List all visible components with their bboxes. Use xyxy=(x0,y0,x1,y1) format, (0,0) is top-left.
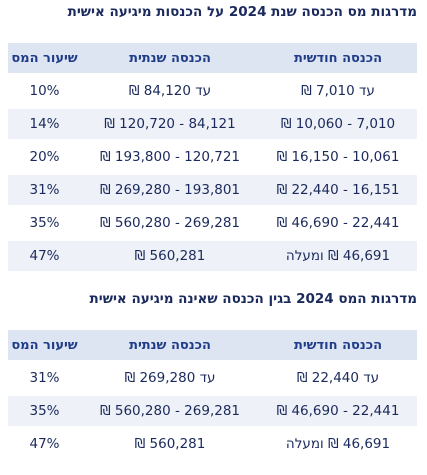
table-row: 46,691 ₪ ומעלה 560,281 ₪ 47% xyxy=(8,241,417,271)
table-row: 10,061 - 16,150 ₪ 120,721 - 193,800 ₪ 20… xyxy=(8,142,417,172)
cell-annual-income: 560,281 ₪ xyxy=(81,429,259,459)
cell-tax-rate: 31% xyxy=(8,175,81,205)
cell-annual-income: 269,281 - 560,280 ₪ xyxy=(81,396,259,426)
tax-brackets-table-non-personal: הכנסה חודשית הכנסה שנתית שיעור המס עד 22… xyxy=(8,327,417,462)
cell-tax-rate: 47% xyxy=(8,241,81,271)
table-header-row: הכנסה חודשית הכנסה שנתית שיעור המס xyxy=(8,330,417,360)
cell-tax-rate: 35% xyxy=(8,396,81,426)
cell-tax-rate: 31% xyxy=(8,363,81,393)
cell-annual-income: 560,281 ₪ xyxy=(81,241,259,271)
cell-monthly-income: 22,441 - 46,690 ₪ xyxy=(259,396,417,426)
header-annual-income: הכנסה שנתית xyxy=(81,330,259,360)
table-row: עד 7,010 ₪ עד 84,120 ₪ 10% xyxy=(8,76,417,106)
cell-monthly-income: 22,441 - 46,690 ₪ xyxy=(259,208,417,238)
cell-monthly-income: 46,691 ₪ ומעלה xyxy=(259,241,417,271)
header-tax-rate: שיעור המס xyxy=(8,43,81,73)
section-title-non-personal-income: מדרגות המס 2024 בגין הכנסה שאינה מיגיעה … xyxy=(89,291,417,307)
cell-annual-income: 84,121 - 120,720 ₪ xyxy=(81,109,259,139)
cell-tax-rate: 10% xyxy=(8,76,81,106)
cell-annual-income: עד 84,120 ₪ xyxy=(81,76,259,106)
header-tax-rate: שיעור המס xyxy=(8,330,81,360)
table-row: 16,151 - 22,440 ₪ 193,801 - 269,280 ₪ 31… xyxy=(8,175,417,205)
table-row: עד 22,440 ₪ עד 269,280 ₪ 31% xyxy=(8,363,417,393)
cell-monthly-income: 16,151 - 22,440 ₪ xyxy=(259,175,417,205)
section-title-personal-income: מדרגות מס הכנסה שנת 2024 על הכנסות מיגיע… xyxy=(67,4,417,20)
header-monthly-income: הכנסה חודשית xyxy=(259,43,417,73)
cell-monthly-income: 46,691 ₪ ומעלה xyxy=(259,429,417,459)
table-row: 46,691 ₪ ומעלה 560,281 ₪ 47% xyxy=(8,429,417,459)
cell-monthly-income: עד 7,010 ₪ xyxy=(259,76,417,106)
table-row: 7,010 - 10,060 ₪ 84,121 - 120,720 ₪ 14% xyxy=(8,109,417,139)
cell-monthly-income: עד 22,440 ₪ xyxy=(259,363,417,393)
cell-annual-income: 120,721 - 193,800 ₪ xyxy=(81,142,259,172)
cell-tax-rate: 14% xyxy=(8,109,81,139)
cell-tax-rate: 47% xyxy=(8,429,81,459)
cell-tax-rate: 35% xyxy=(8,208,81,238)
header-monthly-income: הכנסה חודשית xyxy=(259,330,417,360)
cell-tax-rate: 20% xyxy=(8,142,81,172)
cell-annual-income: 193,801 - 269,280 ₪ xyxy=(81,175,259,205)
header-annual-income: הכנסה שנתית xyxy=(81,43,259,73)
cell-monthly-income: 10,061 - 16,150 ₪ xyxy=(259,142,417,172)
cell-annual-income: עד 269,280 ₪ xyxy=(81,363,259,393)
table-row: 22,441 - 46,690 ₪ 269,281 - 560,280 ₪ 35… xyxy=(8,208,417,238)
tax-brackets-table-personal: הכנסה חודשית הכנסה שנתית שיעור המס עד 7,… xyxy=(8,40,417,274)
table-header-row: הכנסה חודשית הכנסה שנתית שיעור המס xyxy=(8,43,417,73)
table-row: 22,441 - 46,690 ₪ 269,281 - 560,280 ₪ 35… xyxy=(8,396,417,426)
cell-annual-income: 269,281 - 560,280 ₪ xyxy=(81,208,259,238)
cell-monthly-income: 7,010 - 10,060 ₪ xyxy=(259,109,417,139)
